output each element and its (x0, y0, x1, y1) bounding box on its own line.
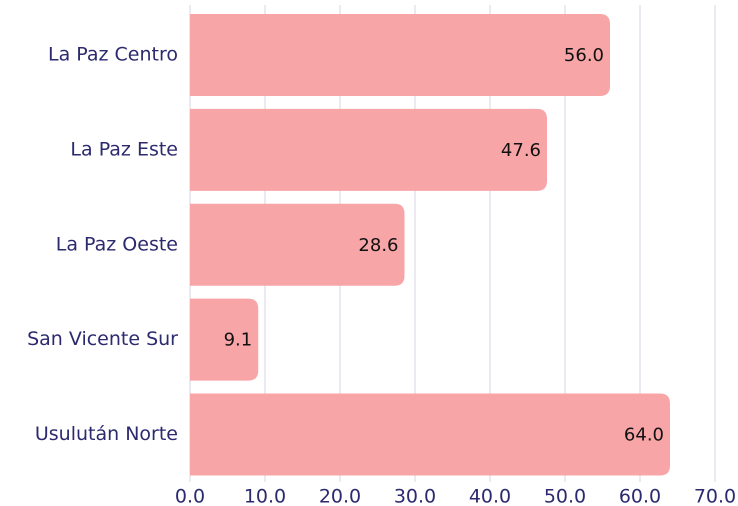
x-tick-label: 70.0 (694, 486, 736, 506)
y-tick-label: Usulután Norte (35, 423, 178, 445)
data-label: 9.1 (224, 330, 253, 351)
bar (190, 298, 259, 381)
bar (190, 108, 547, 191)
y-tick-label: La Paz Centro (48, 43, 178, 65)
x-tick-label: 60.0 (619, 486, 661, 506)
y-tick-label: La Paz Oeste (56, 233, 178, 255)
y-tick-label: La Paz Este (70, 138, 178, 160)
x-tick-label: 20.0 (319, 486, 361, 506)
x-tick-label: 50.0 (544, 486, 586, 506)
bar (190, 203, 405, 286)
x-tick-label: 40.0 (469, 486, 511, 506)
data-label: 56.0 (564, 45, 604, 66)
bar (190, 393, 670, 476)
x-tick-label: 30.0 (394, 486, 436, 506)
data-label: 28.6 (358, 235, 398, 256)
bar (190, 13, 610, 96)
data-label: 47.6 (501, 140, 541, 161)
x-tick-label: 0.0 (175, 486, 205, 506)
y-tick-label: San Vicente Sur (27, 328, 178, 350)
x-tick-label: 10.0 (244, 486, 286, 506)
data-label: 64.0 (624, 425, 664, 446)
